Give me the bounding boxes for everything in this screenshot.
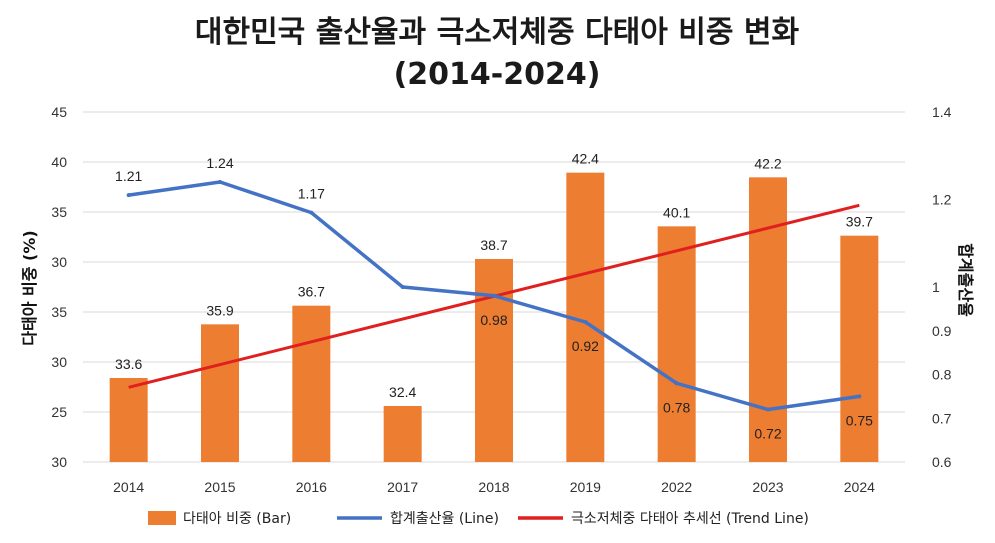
legend-swatch-bar — [148, 511, 176, 525]
rate-value-label: 0.78 — [663, 399, 690, 415]
rate-point — [674, 381, 679, 386]
rate-point — [400, 285, 405, 289]
right-tick-label: 1 — [932, 279, 940, 295]
bar-value-label: 38.7 — [480, 237, 507, 253]
left-tick-label: 35 — [51, 304, 67, 320]
x-tick-label: 2023 — [752, 479, 783, 495]
legend-label-line: 합계출산율 (Line) — [390, 511, 499, 527]
right-tick-label: 1.2 — [932, 192, 952, 208]
rate-point — [766, 407, 770, 412]
right-tick-label: 0.6 — [932, 454, 952, 470]
bar-value-label: 35.9 — [206, 302, 233, 318]
rate-point — [583, 320, 588, 324]
bar-value-label: 32.4 — [389, 384, 416, 400]
bar-value-label: 42.4 — [572, 151, 599, 167]
left-tick-label: 35 — [51, 204, 67, 220]
bar-value-label: 36.7 — [298, 284, 325, 300]
bar — [109, 378, 148, 462]
left-axis-label: 다태아 비중 (%) — [20, 230, 39, 345]
rate-point — [309, 210, 314, 215]
bar-data-labels: 33.6 35.9 36.7 32.4 38.7 42.4 40.1 42.2 39.7 — [115, 151, 873, 400]
bar — [749, 177, 787, 463]
right-axis-label: 합계출산율 — [956, 243, 975, 317]
chart-subtitle: (2014-2024) — [394, 57, 601, 92]
rate-value-label: 0.98 — [480, 312, 507, 328]
bar-value-label: 33.6 — [115, 356, 142, 372]
left-tick-label: 30 — [51, 454, 67, 470]
rate-value-label: 0.75 — [846, 412, 873, 428]
rate-value-label: 0.72 — [754, 426, 781, 442]
rate-point — [857, 394, 862, 399]
left-tick-label: 40 — [51, 154, 67, 170]
rate-point — [126, 193, 131, 198]
left-axis-ticks: 45 40 35 30 35 30 25 30 — [51, 104, 67, 470]
rate-point — [492, 293, 496, 298]
right-tick-label: 0.9 — [932, 323, 952, 339]
line-series — [126, 180, 862, 412]
left-tick-label: 30 — [51, 354, 67, 370]
line-data-labels: 1.21 1.24 1.17 0.98 0.92 0.78 0.72 0.75 — [115, 155, 873, 442]
legend-label-bar: 다태아 비중 (Bar) — [183, 511, 291, 527]
right-tick-label: 0.7 — [932, 410, 952, 426]
bar-value-label: 39.7 — [846, 214, 873, 230]
right-tick-label: 0.8 — [932, 367, 952, 383]
bar — [292, 305, 331, 462]
bar — [383, 406, 422, 462]
left-tick-label: 25 — [51, 404, 67, 420]
x-tick-label: 2015 — [204, 479, 235, 495]
x-tick-label: 2019 — [570, 479, 601, 495]
x-tick-label: 2022 — [661, 479, 692, 495]
bar — [201, 324, 239, 462]
right-axis-ticks: 1.4 1.2 1 0.9 0.8 0.7 0.6 — [932, 104, 952, 470]
left-tick-label: 45 — [51, 104, 67, 120]
left-tick-label: 30 — [51, 254, 67, 270]
bar-value-label: 40.1 — [663, 204, 690, 220]
x-tick-label: 2018 — [478, 479, 509, 495]
legend-label-trend: 극소저체중 다태아 추세선 (Trend Line) — [571, 511, 809, 527]
x-tick-label: 2014 — [113, 479, 144, 495]
x-tick-label: 2017 — [387, 479, 418, 495]
legend: 다태아 비중 (Bar) 합계출산율 (Line) 극소저체중 다태아 추세선 … — [148, 511, 809, 527]
rate-value-label: 1.17 — [298, 186, 325, 202]
bar — [840, 235, 879, 462]
rate-value-label: 0.92 — [572, 338, 599, 354]
chart-title: 대한민국 출산율과 극소저체중 다태아 비중 변화 — [195, 15, 800, 50]
bar-value-label: 42.2 — [754, 155, 781, 171]
rate-value-label: 1.21 — [115, 168, 142, 184]
x-tick-label: 2024 — [844, 479, 875, 495]
rate-point — [218, 180, 222, 184]
bar — [657, 226, 696, 462]
x-axis-ticks: 2014 2015 2016 2017 2018 2019 2022 2023 2024 — [113, 479, 875, 495]
x-tick-label: 2016 — [296, 479, 327, 495]
bar-series — [109, 172, 879, 463]
bar — [475, 259, 513, 462]
rate-value-label: 1.24 — [206, 155, 233, 171]
right-tick-label: 1.4 — [932, 104, 952, 120]
